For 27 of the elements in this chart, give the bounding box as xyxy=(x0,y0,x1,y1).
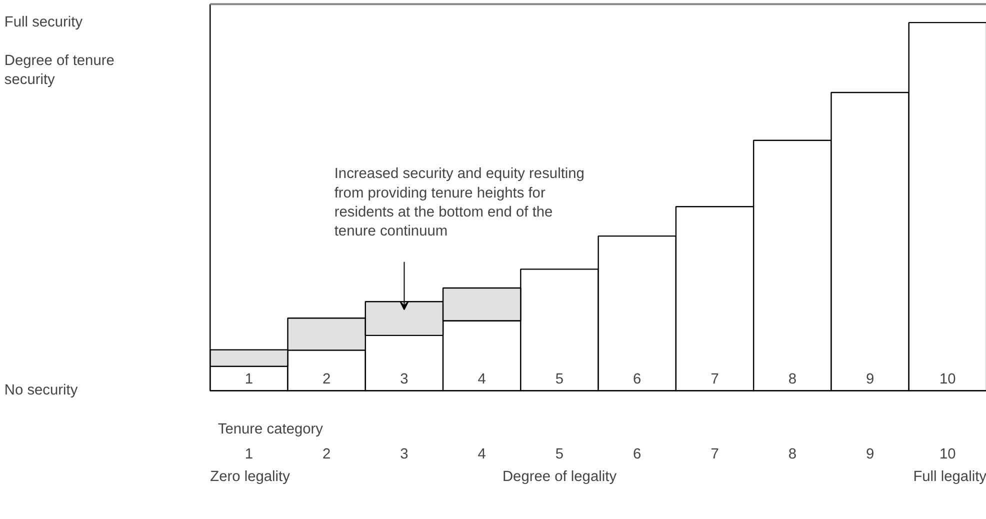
x-tick-label: 2 xyxy=(322,371,331,388)
category-label: 6 xyxy=(633,446,642,463)
x-tick-label: 1 xyxy=(244,371,254,388)
x-tick-label: 9 xyxy=(866,371,874,388)
text: No security xyxy=(4,382,78,399)
x-tick-label: 3 xyxy=(400,371,408,388)
category-label: 8 xyxy=(788,446,796,463)
category-label: 9 xyxy=(866,446,874,463)
category-label: 1 xyxy=(244,446,254,463)
annotation: Increased security and equity resulting from providing tenure heights for residents at the bottom end of the tenure continuum xyxy=(334,166,584,240)
x-tick-label: 4 xyxy=(478,371,486,388)
x-tick-label: 7 xyxy=(710,371,719,388)
category-label: 5 xyxy=(555,446,564,463)
category-label: 10 xyxy=(940,446,956,463)
x-tick-label: 5 xyxy=(555,371,564,388)
x-tick-label: 6 xyxy=(633,371,642,388)
text: Full security xyxy=(4,14,84,31)
category-label: 2 xyxy=(322,446,331,463)
text: Degree of legality xyxy=(502,469,618,486)
text: Degree of tenure security xyxy=(4,52,114,88)
category-label: 3 xyxy=(400,446,408,463)
category-label: 7 xyxy=(710,446,719,463)
category-label: 4 xyxy=(478,446,486,463)
x-axis-title: Tenure category xyxy=(218,421,324,438)
x-tick-label: 8 xyxy=(788,371,796,388)
text: Zero legality xyxy=(210,469,291,486)
x-tick-label: 10 xyxy=(940,371,956,388)
